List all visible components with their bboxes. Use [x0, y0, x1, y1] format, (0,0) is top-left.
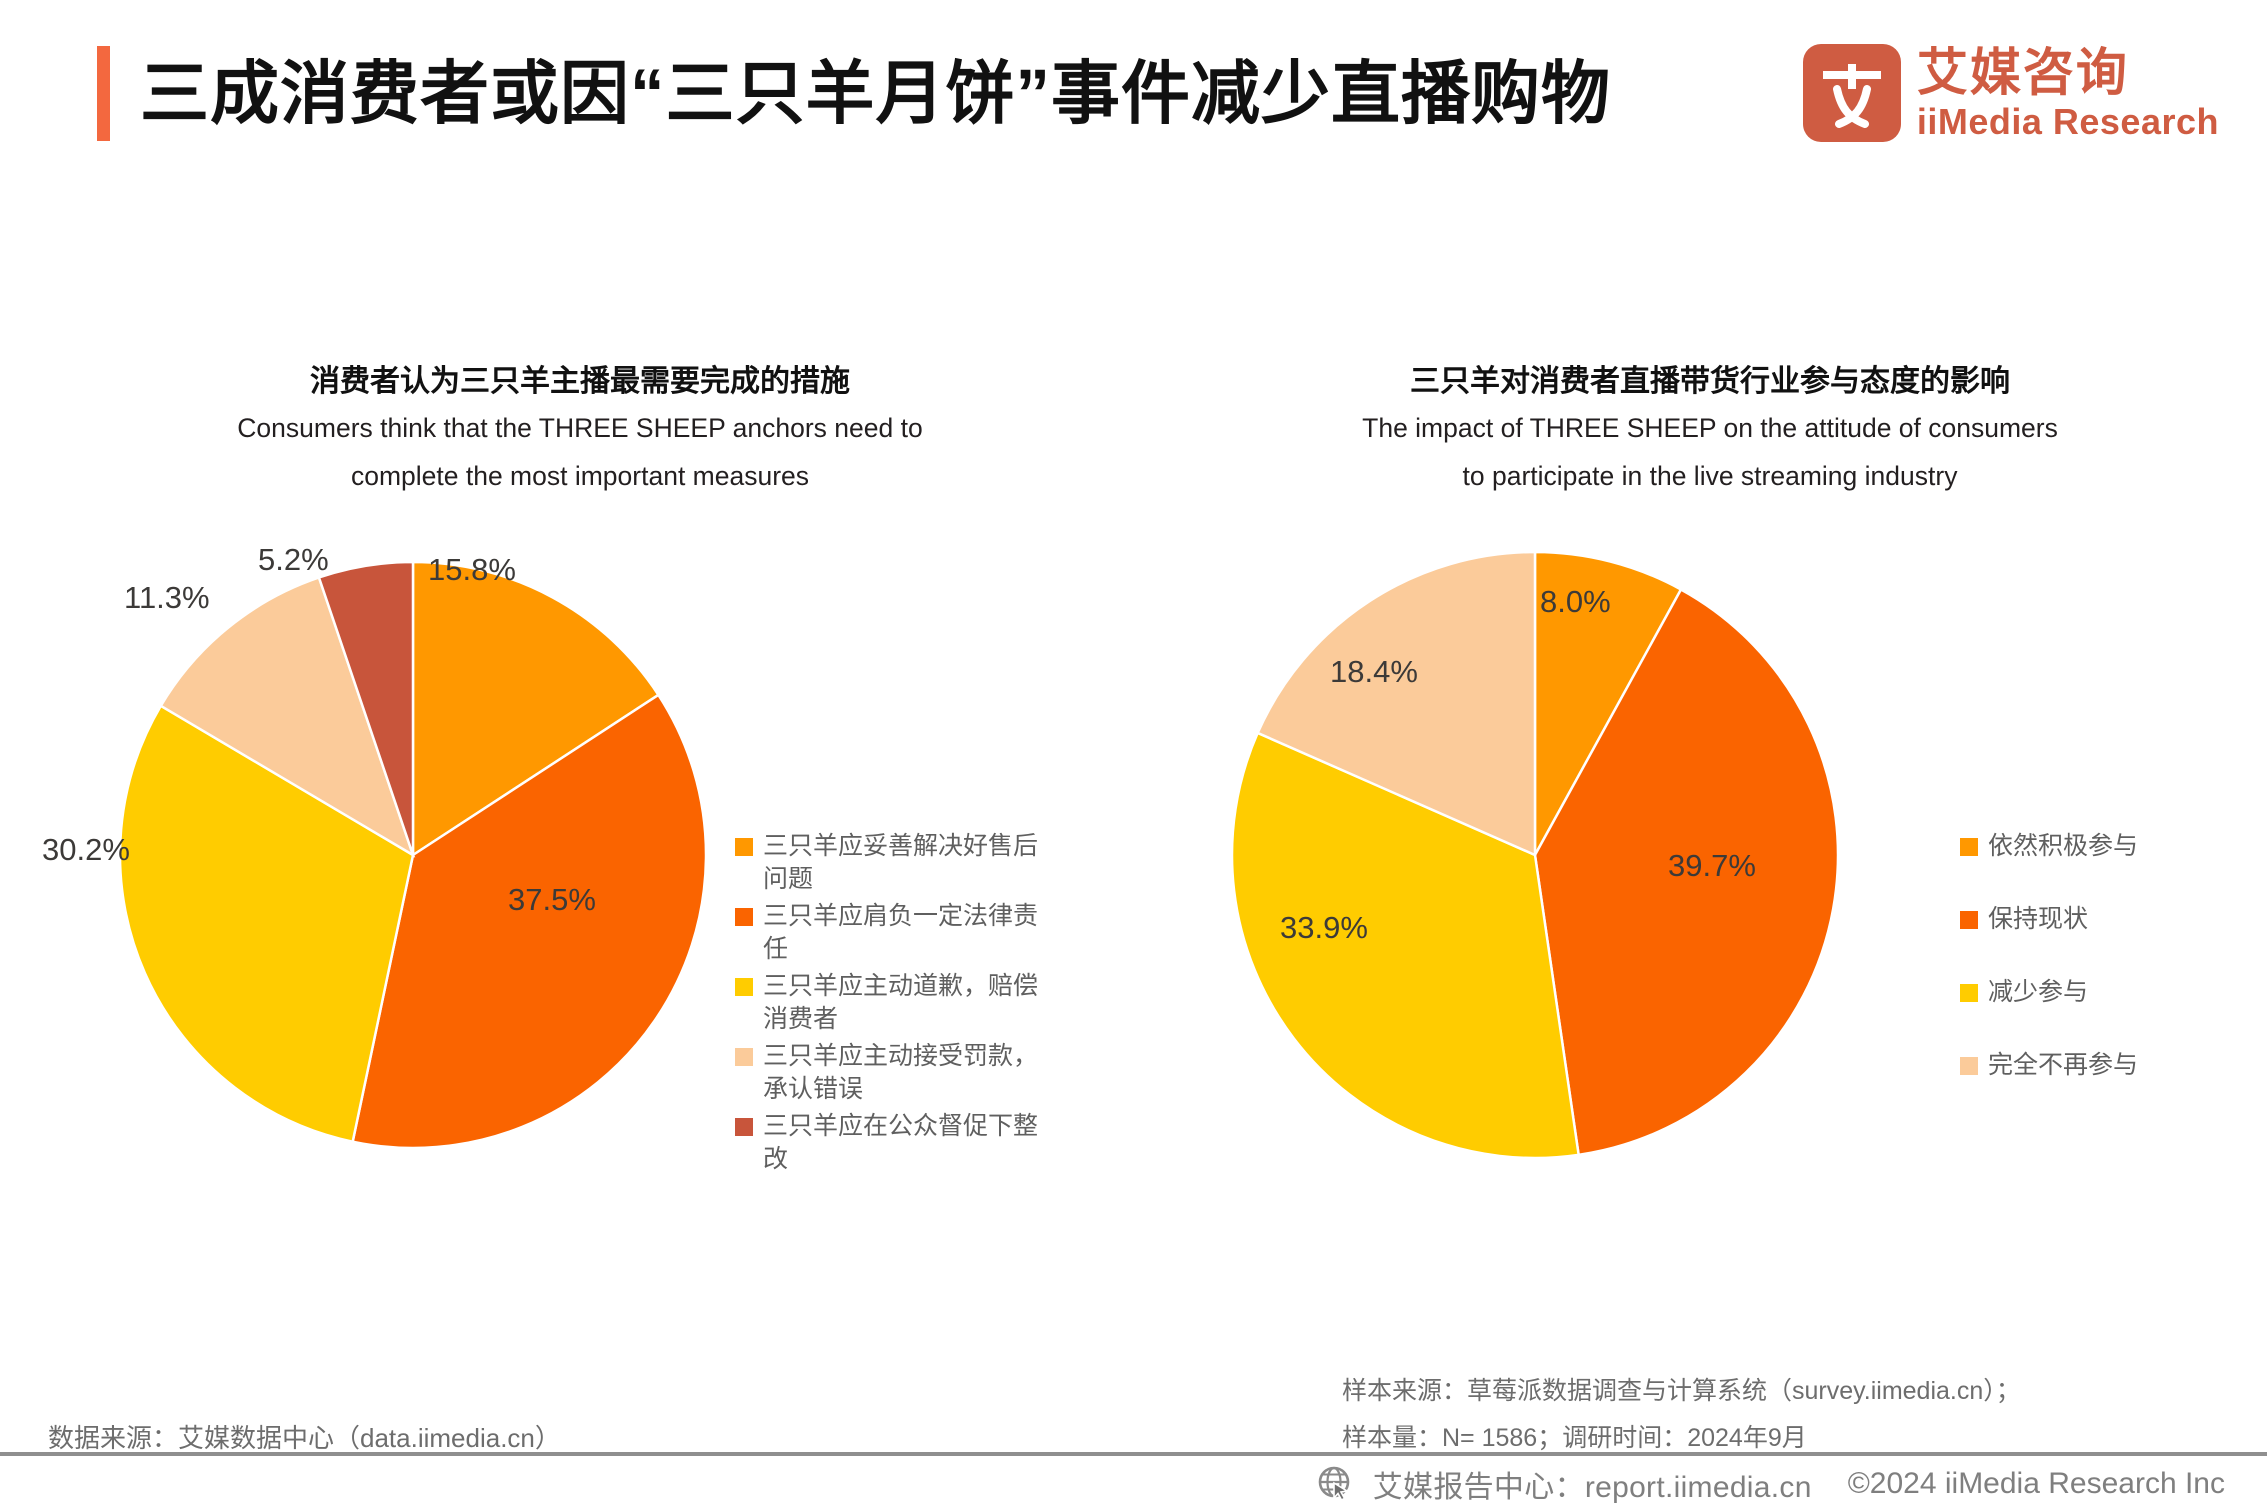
- pie-slice: [159, 575, 416, 858]
- panel-right-title-en-line1: The impact of THREE SHEEP on the attitud…: [1362, 413, 2058, 443]
- page-footer: 艾媒报告中心：report.iimedia.cn ©2024 iiMedia R…: [0, 1456, 2267, 1511]
- pie-right-legend-swatch: [1960, 984, 1978, 1002]
- pie-left-legend-label: 三只羊应妥善解决好售后问题: [763, 832, 1039, 893]
- globe-cursor-icon: [1318, 1466, 1350, 1501]
- pie-slice: [1256, 550, 1537, 857]
- panel-right-title-en: The impact of THREE SHEEP on the attitud…: [1160, 404, 2260, 500]
- pie-right-value-2: 33.9%: [1280, 910, 1368, 945]
- logo-name-en: iiMedia Research: [1916, 101, 2219, 142]
- pie-left-legend-label: 三只羊应主动接受罚款，承认错误: [763, 1042, 1039, 1103]
- pie-right-legend-item[interactable]: 减少参与: [1960, 976, 2260, 1009]
- panel-right-title-cn: 三只羊对消费者直播带货行业参与态度的影响: [1410, 365, 2010, 398]
- pie-left-legend-swatch: [735, 978, 753, 996]
- pie-slice: [351, 693, 708, 1150]
- chart-panel-right: 三只羊对消费者直播带货行业参与态度的影响 The impact of THREE…: [1160, 360, 2260, 1360]
- pie-left-value-2: 30.2%: [42, 832, 130, 867]
- pie-left-legend-label: 三只羊应主动道歉，赔偿消费者: [763, 972, 1039, 1033]
- panel-left-title-en-line2: complete the most important measures: [350, 461, 810, 491]
- pie-left-legend-item[interactable]: 三只羊应妥善解决好售后问题: [735, 830, 1045, 896]
- pie-right-legend-swatch: [1960, 1057, 1978, 1075]
- pie-left-legend-label: 三只羊应肩负一定法律责任: [763, 902, 1039, 963]
- footer-copyright: ©2024 iiMedia Research Inc: [1847, 1466, 2225, 1500]
- pie-left-legend-swatch: [735, 1048, 753, 1066]
- pie-right-legend-item[interactable]: 完全不再参与: [1960, 1049, 2260, 1082]
- pie-right-graphic: [1230, 550, 1840, 1160]
- pie-right-legend-swatch: [1960, 838, 1978, 856]
- logo-name-cn: 艾媒咨询: [1916, 44, 2129, 101]
- pie-left-value-0: 15.8%: [428, 552, 516, 587]
- pie-left-value-3: 11.3%: [124, 580, 210, 615]
- pie-right-legend-label: 保持现状: [1988, 905, 2089, 933]
- pie-right-legend: 依然积极参与 保持现状减少参与完全不再参与: [1960, 830, 2260, 1122]
- pie-left-legend-item[interactable]: 三只羊应主动接受罚款，承认错误: [735, 1040, 1045, 1106]
- title-accent-bar: [97, 46, 110, 141]
- pie-slice: [118, 704, 415, 1144]
- source-note-right-line2: 样本量：N= 1586；调研时间：2024年9月: [1342, 1424, 1807, 1452]
- footer-divider: [0, 1452, 2267, 1456]
- pie-right-legend-item[interactable]: 依然积极参与: [1960, 830, 2260, 863]
- pie-left-legend-swatch: [735, 908, 753, 926]
- pie-right-value-0: 8.0%: [1540, 584, 1611, 619]
- source-note-right-line1: 样本来源：草莓派数据调查与计算系统（survey.iimedia.cn）；: [1342, 1377, 2021, 1405]
- panel-right-title-en-line2: to participate in the live streaming ind…: [1462, 461, 1958, 491]
- panel-left-title-cn: 消费者认为三只羊主播最需要完成的措施: [310, 365, 850, 398]
- pie-right-value-3: 18.4%: [1330, 654, 1418, 689]
- pie-left-legend-item[interactable]: 三只羊应主动道歉，赔偿消费者: [735, 970, 1045, 1036]
- chart-panel-left: 消费者认为三只羊主播最需要完成的措施 Consumers think that …: [30, 360, 1130, 1360]
- pie-right-legend-item[interactable]: 保持现状: [1960, 903, 2260, 936]
- iimedia-logo: 艾媒咨询 iiMedia Research: [1802, 44, 2219, 142]
- footer-report-center[interactable]: 艾媒报告中心：report.iimedia.cn: [1372, 1470, 1812, 1504]
- source-note-left: 数据来源：艾媒数据中心（data.iimedia.cn）: [48, 1423, 561, 1453]
- page-header: 三成消费者或因“三只羊月饼”事件减少直播购物 艾媒咨询 iiMedia Rese…: [0, 0, 2267, 190]
- source-note-right: 样本来源：草莓派数据调查与计算系统（survey.iimedia.cn）； 样本…: [1342, 1368, 2021, 1462]
- pie-left-legend-swatch: [735, 838, 753, 856]
- pie-right-legend-label: 减少参与: [1988, 978, 2089, 1006]
- pie-chart-left: 15.8% 37.5% 30.2% 11.3% 5.2% 三只羊应妥善解决好售后…: [30, 500, 1130, 1290]
- pie-slice: [1533, 587, 1840, 1157]
- logo-mark-icon: [1802, 44, 1901, 142]
- panel-left-title-en-line1: Consumers think that the THREE SHEEP anc…: [237, 413, 923, 443]
- pie-left-value-1: 37.5%: [508, 882, 596, 917]
- pie-slice: [317, 560, 415, 856]
- logo-text: 艾媒咨询 iiMedia Research: [1917, 44, 2219, 142]
- pie-left-graphic: [118, 560, 708, 1150]
- panel-left-title-en: Consumers think that the THREE SHEEP anc…: [30, 404, 1130, 500]
- page-title: 三成消费者或因“三只羊月饼”事件减少直播购物: [140, 55, 1611, 132]
- pie-left-legend: 三只羊应妥善解决好售后问题 三只羊应肩负一定法律责任 三只羊应主动道歉，赔偿消费者三…: [735, 830, 1045, 1180]
- pie-right-legend-label: 依然积极参与: [1988, 832, 2139, 860]
- pie-left-legend-label: 三只羊应在公众督促下整改: [763, 1112, 1039, 1173]
- pie-left-value-4: 5.2%: [258, 542, 329, 577]
- pie-slice: [411, 560, 661, 858]
- pie-left-legend-swatch: [735, 1118, 753, 1136]
- pie-left-legend-item[interactable]: 三只羊应肩负一定法律责任: [735, 900, 1045, 966]
- pie-slice: [1230, 731, 1581, 1160]
- pie-right-legend-swatch: [1960, 911, 1978, 929]
- pie-left-legend-item[interactable]: 三只羊应在公众督促下整改: [735, 1110, 1045, 1176]
- pie-right-legend-label: 完全不再参与: [1988, 1051, 2139, 1079]
- pie-chart-right: 8.0% 39.7% 33.9% 18.4% 依然积极参与 保持现状减少参与完全不…: [1160, 500, 2260, 1290]
- pie-right-value-1: 39.7%: [1668, 848, 1756, 883]
- pie-slice: [1533, 550, 1683, 856]
